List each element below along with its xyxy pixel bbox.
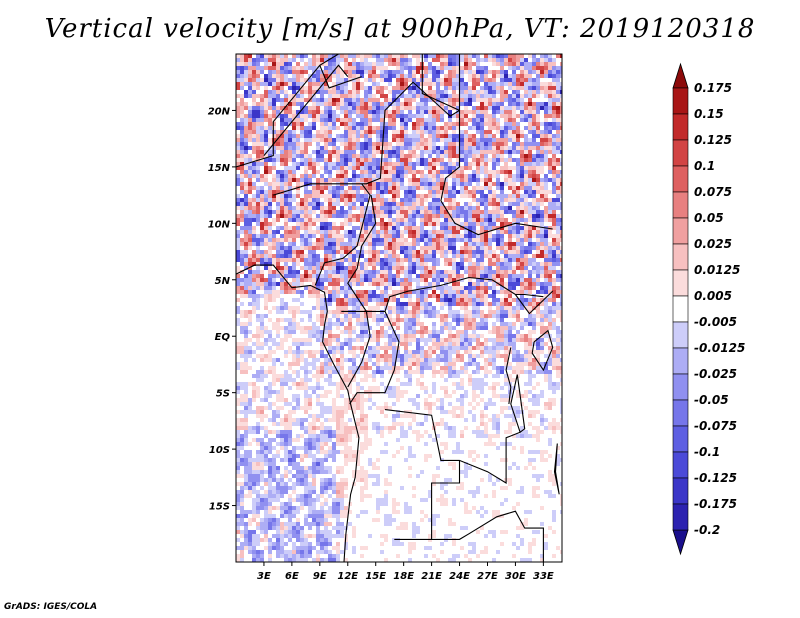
y-axis: 20N 15N 10N 5N EQ 5S 10S 15S — [208, 106, 236, 513]
grads-credit: GrADS: IGES/COLA — [4, 602, 98, 612]
colorbar-label: 0.025 — [694, 237, 732, 251]
colorbar-swatch — [672, 477, 689, 505]
colorbar-swatch — [672, 191, 689, 219]
colorbar-label: -0.05 — [694, 393, 729, 407]
x-tick-label: 6E — [285, 571, 299, 582]
colorbar-swatch — [672, 347, 689, 375]
colorbar-swatch — [672, 165, 689, 193]
colorbar-swatch — [672, 87, 689, 115]
colorbar-label: -0.2 — [694, 523, 720, 537]
colorbar-label: 0.075 — [694, 185, 732, 199]
country-borders — [236, 54, 560, 562]
colorbar-swatch — [672, 113, 689, 141]
colorbar-label: -0.1 — [694, 445, 720, 459]
x-tick-label: 27E — [477, 571, 498, 582]
x-tick-label: 30E — [505, 571, 526, 582]
colorbar-label: 0.15 — [694, 107, 724, 121]
chart-title: Vertical velocity [m/s] at 900hPa, VT: 2… — [44, 14, 756, 44]
colorbar-label: 0.0125 — [694, 263, 740, 277]
y-tick-label: 20N — [208, 106, 231, 117]
colorbar-label: -0.075 — [694, 419, 737, 433]
colorbar-swatch — [672, 139, 689, 167]
x-tick-label: 9E — [313, 571, 327, 582]
colorbar-swatch — [672, 243, 689, 271]
colorbar-label: -0.0125 — [694, 341, 745, 355]
y-tick-label: 5S — [216, 389, 230, 400]
colorbar-top-arrow — [672, 62, 689, 89]
colorbar-label: -0.125 — [694, 471, 737, 485]
x-tick-label: 3E — [257, 571, 271, 582]
colorbar-swatch — [672, 269, 689, 297]
colorbar-swatch — [672, 373, 689, 401]
colorbar-label: -0.175 — [694, 497, 737, 511]
x-tick-label: 24E — [449, 571, 470, 582]
colorbar-label: 0.1 — [694, 159, 715, 173]
map-frame — [235, 53, 563, 563]
colorbar-label: 0.175 — [694, 81, 732, 95]
x-tick-label: 33E — [533, 571, 554, 582]
x-tick-label: 15E — [365, 571, 386, 582]
y-tick-label: 5N — [215, 276, 231, 287]
x-tick-label: 21E — [421, 571, 442, 582]
colorbar-swatch — [672, 399, 689, 427]
colorbar-swatch — [672, 321, 689, 349]
y-tick-label: 10S — [209, 445, 230, 456]
y-tick-label: 15N — [208, 163, 231, 174]
colorbar-label: 0.125 — [694, 133, 732, 147]
y-tick-label: 10N — [208, 219, 231, 230]
colorbar-label: -0.025 — [694, 367, 737, 381]
colorbar-label: 0.05 — [694, 211, 724, 225]
colorbar-swatch — [672, 295, 689, 323]
colorbar-bottom-arrow — [672, 529, 689, 556]
colorbar-label: -0.005 — [694, 315, 737, 329]
colorbar: 0.175 0.15 0.125 0.1 0.075 0.05 0.025 0.0125 0.0… — [672, 62, 745, 556]
y-tick-label: 15S — [209, 502, 230, 513]
x-axis: 3E 6E 9E 12E 15E 18E 21E 24E 27E 30E 33E — [257, 562, 554, 582]
colorbar-swatch — [672, 451, 689, 479]
y-tick-label: EQ — [215, 332, 231, 343]
colorbar-swatch — [672, 217, 689, 245]
colorbar-label: 0.005 — [694, 289, 732, 303]
colorbar-swatch — [672, 425, 689, 453]
x-tick-label: 18E — [393, 571, 414, 582]
x-tick-label: 12E — [337, 571, 358, 582]
velocity-field — [236, 54, 562, 562]
colorbar-swatch — [672, 503, 689, 531]
